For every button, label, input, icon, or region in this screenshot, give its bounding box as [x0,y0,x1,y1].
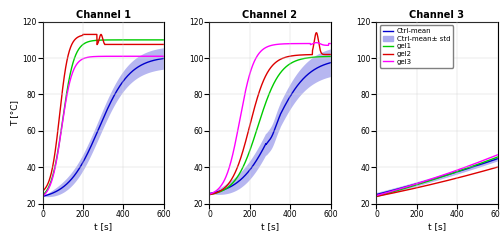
Y-axis label: T [°C]: T [°C] [10,100,19,126]
X-axis label: t [s]: t [s] [428,222,446,231]
Title: Channel 1: Channel 1 [76,10,130,20]
X-axis label: t [s]: t [s] [261,222,279,231]
X-axis label: t [s]: t [s] [94,222,112,231]
Title: Channel 3: Channel 3 [410,10,465,20]
Legend: Ctrl-mean, Ctrl-mean± std, gel1, gel2, gel3: Ctrl-mean, Ctrl-mean± std, gel1, gel2, g… [380,25,453,68]
Title: Channel 2: Channel 2 [242,10,298,20]
